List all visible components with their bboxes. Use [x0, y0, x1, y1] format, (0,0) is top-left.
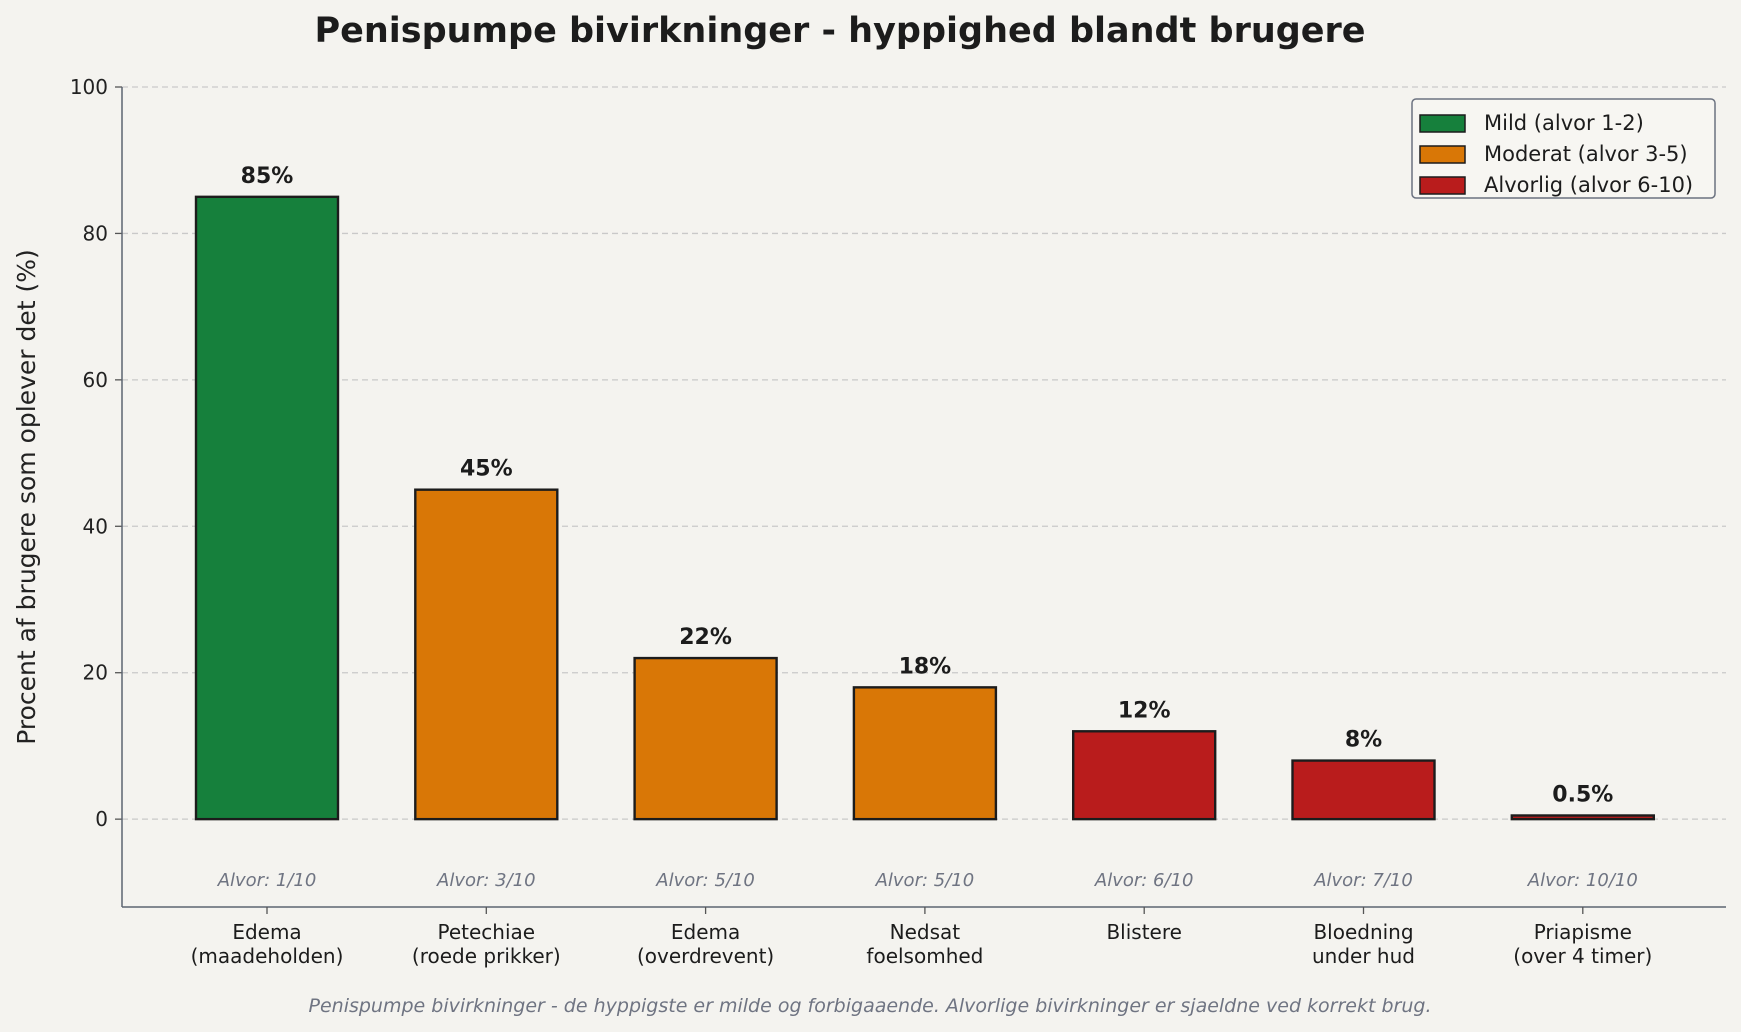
- bar: [1071, 730, 1217, 821]
- legend-box: [1411, 98, 1716, 199]
- data-label: 45%: [460, 457, 513, 482]
- severity-label: Alvor: 7/10: [1313, 870, 1413, 891]
- x-tick-label: Edema: [232, 920, 301, 944]
- x-tick-label: (over 4 timer): [1513, 944, 1652, 968]
- data-label: 0.5%: [1552, 782, 1613, 807]
- chart-title: Penispumpe bivirkninger - hyppighed blan…: [314, 11, 1365, 51]
- severity-label: Alvor: 5/10: [875, 870, 975, 891]
- legend-label: Alvorlig (alvor 6-10): [1484, 173, 1693, 197]
- y-tick-label: 80: [83, 221, 108, 245]
- chart-caption: Penispumpe bivirkninger - de hyppigste e…: [309, 995, 1432, 1017]
- y-tick-label: 40: [83, 514, 108, 538]
- x-tick-label: (overdrevent): [637, 944, 774, 968]
- bar: [1510, 814, 1656, 821]
- legend-swatch: [1419, 114, 1466, 133]
- data-label: 8%: [1345, 728, 1382, 753]
- severity-label: Alvor: 5/10: [655, 870, 755, 891]
- bar: [194, 195, 340, 821]
- y-tick-label: 100: [70, 75, 108, 99]
- data-label: 22%: [679, 625, 732, 650]
- x-tick-label: under hud: [1312, 944, 1415, 968]
- severity-label: Alvor: 6/10: [1094, 870, 1194, 891]
- y-tick-label: 0: [95, 807, 108, 831]
- severity-label: Alvor: 3/10: [436, 870, 536, 891]
- y-tick-label: 20: [83, 661, 108, 685]
- severity-label: Alvor: 10/10: [1527, 870, 1638, 891]
- x-tick-label: foelsomhed: [866, 944, 983, 968]
- x-tick-label: Nedsat: [890, 920, 961, 944]
- legend-label: Mild (alvor 1-2): [1484, 111, 1644, 135]
- bar: [633, 656, 778, 821]
- x-tick-label: Priapisme: [1534, 920, 1632, 944]
- legend-swatch: [1419, 145, 1466, 164]
- legend-swatch: [1419, 176, 1466, 195]
- x-tick-label: Edema: [671, 920, 740, 944]
- severity-label: Alvor: 1/10: [217, 870, 317, 891]
- bar: [414, 488, 559, 821]
- data-label: 12%: [1118, 698, 1171, 723]
- data-label: 85%: [241, 164, 294, 189]
- x-tick-label: (roede prikker): [412, 944, 561, 968]
- x-tick-label: Petechiae: [438, 920, 536, 944]
- x-tick-label: Bloedning: [1313, 920, 1413, 944]
- bar: [1291, 759, 1436, 821]
- legend-label: Moderat (alvor 3-5): [1484, 142, 1688, 166]
- x-tick-label: Blistere: [1106, 920, 1182, 944]
- y-tick-label: 60: [83, 368, 108, 392]
- y-axis-label: Procent af brugere som oplever det (%): [12, 249, 41, 745]
- x-tick-label: (maadeholden): [191, 944, 344, 968]
- data-label: 18%: [899, 654, 952, 679]
- bar: [852, 686, 998, 821]
